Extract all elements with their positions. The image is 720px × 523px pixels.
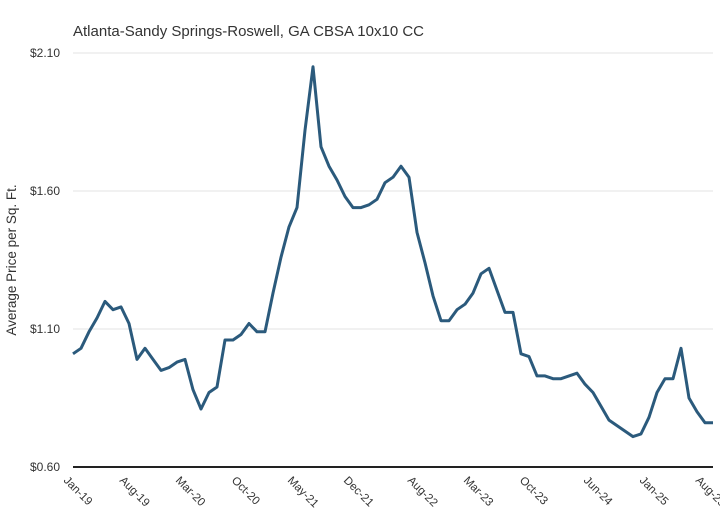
x-tick-label: Aug-19 — [117, 475, 152, 510]
y-tick-label: $1.60 — [30, 184, 60, 198]
x-tick-label: Oct-23 — [517, 475, 550, 508]
x-tick-label: Jan-19 — [61, 475, 94, 508]
x-tick-label: May-21 — [285, 475, 321, 511]
y-tick-label: $2.10 — [30, 46, 60, 60]
x-tick-label: Mar-23 — [461, 475, 495, 509]
y-tick-label: $0.60 — [30, 460, 60, 474]
x-tick-label: Mar-20 — [173, 475, 207, 509]
x-tick-label: Dec-21 — [341, 475, 376, 510]
x-tick-label: Jun-24 — [581, 475, 615, 509]
x-tick-label: Jan-25 — [637, 475, 670, 508]
x-tick-label: Oct-20 — [229, 475, 262, 508]
series-line — [72, 65, 713, 439]
chart-title: Atlanta-Sandy Springs-Roswell, GA CBSA 1… — [73, 23, 424, 40]
x-tick-label: Aug-22 — [405, 475, 440, 510]
y-axis-label: Average Price per Sq. Ft. — [4, 184, 19, 335]
y-tick-label: $1.10 — [30, 322, 60, 336]
x-tick-label: Aug-25 — [693, 475, 720, 510]
